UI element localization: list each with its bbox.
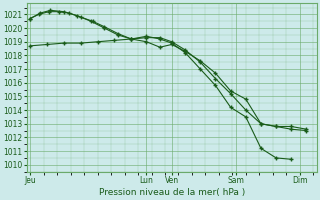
X-axis label: Pression niveau de la mer( hPa ): Pression niveau de la mer( hPa ) bbox=[99, 188, 245, 197]
